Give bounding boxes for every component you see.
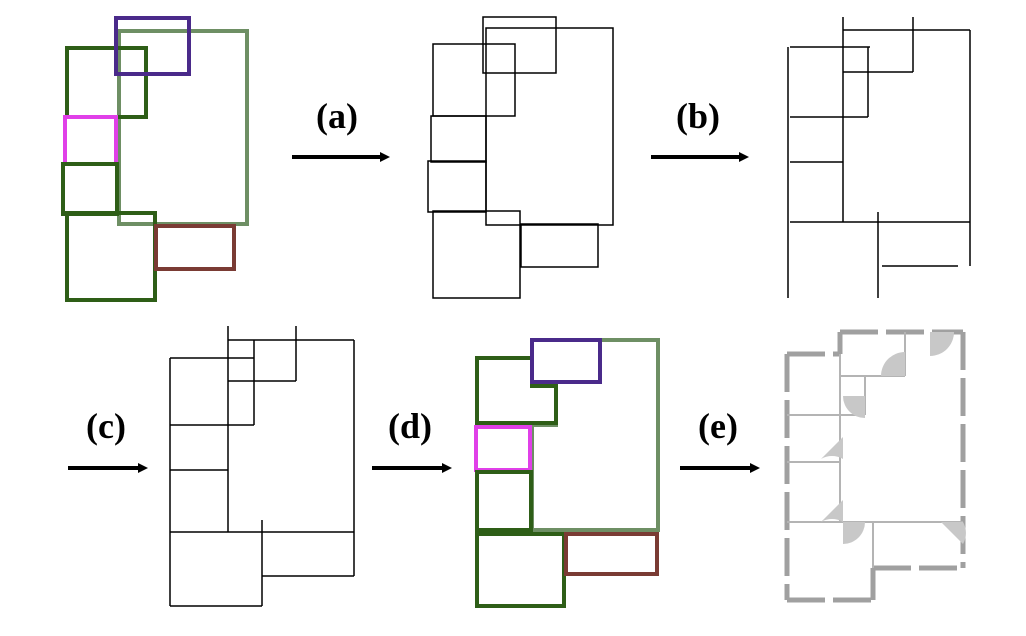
room-box-magenta (63, 115, 118, 166)
room-top-left (475, 356, 558, 425)
door-icon (843, 522, 865, 544)
outline-box (432, 210, 521, 299)
room-box-large-right (117, 29, 249, 226)
outline-box (427, 160, 487, 213)
step-d: (d) (372, 406, 452, 473)
outline-box (482, 16, 557, 74)
step-b: (b) (651, 96, 749, 162)
door-icon (821, 437, 843, 459)
room-box-bottom-left (65, 211, 157, 302)
outline-box (520, 223, 599, 268)
outline-box (432, 43, 516, 117)
room-box-mid-left (61, 162, 119, 216)
room-box-top-left (65, 46, 148, 119)
room-brown (564, 532, 659, 576)
door-icon (930, 332, 954, 356)
step-label-a: (a) (316, 96, 358, 136)
room-purple (530, 338, 602, 384)
step-e: (e) (680, 406, 760, 473)
panel-aligned-rooms (474, 338, 660, 608)
step-a: (a) (292, 96, 390, 162)
panel-initial-rooms (61, 16, 249, 302)
room-box-brown (154, 224, 236, 271)
panel-final-floorplan (784, 329, 966, 603)
door-icon (941, 522, 966, 544)
panel-outlines (427, 16, 614, 299)
inner-walls (787, 332, 963, 568)
room-magenta (474, 425, 532, 472)
panel-line-segments (787, 17, 971, 298)
outline-box (430, 115, 487, 163)
door-icon (843, 396, 865, 418)
step-label-e: (e) (698, 406, 738, 446)
step-label-b: (b) (676, 96, 720, 136)
doors (821, 332, 966, 544)
panel-merged-lines (169, 326, 355, 607)
step-c: (c) (68, 406, 148, 473)
room-box-top-purple (114, 16, 191, 76)
door-icon (821, 500, 843, 522)
room-bottom-left (475, 532, 566, 608)
outer-walls (784, 329, 966, 603)
outline-box (485, 27, 614, 226)
step-label-d: (d) (388, 406, 432, 446)
room-mid-left (475, 470, 533, 532)
door-icon (881, 352, 905, 376)
step-label-c: (c) (86, 406, 126, 446)
room-large-right (530, 338, 660, 532)
